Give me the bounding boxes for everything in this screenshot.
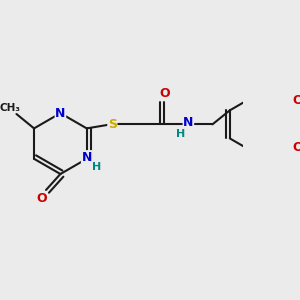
Text: CH₃: CH₃ bbox=[0, 103, 20, 112]
Text: H: H bbox=[92, 162, 101, 172]
Text: S: S bbox=[108, 118, 117, 131]
Text: O: O bbox=[159, 88, 170, 100]
Text: O: O bbox=[292, 94, 300, 107]
Text: O: O bbox=[292, 142, 300, 154]
Text: N: N bbox=[55, 107, 66, 120]
Text: H: H bbox=[176, 129, 185, 139]
Text: O: O bbox=[37, 191, 47, 205]
Text: N: N bbox=[82, 151, 92, 164]
Text: N: N bbox=[183, 116, 194, 129]
